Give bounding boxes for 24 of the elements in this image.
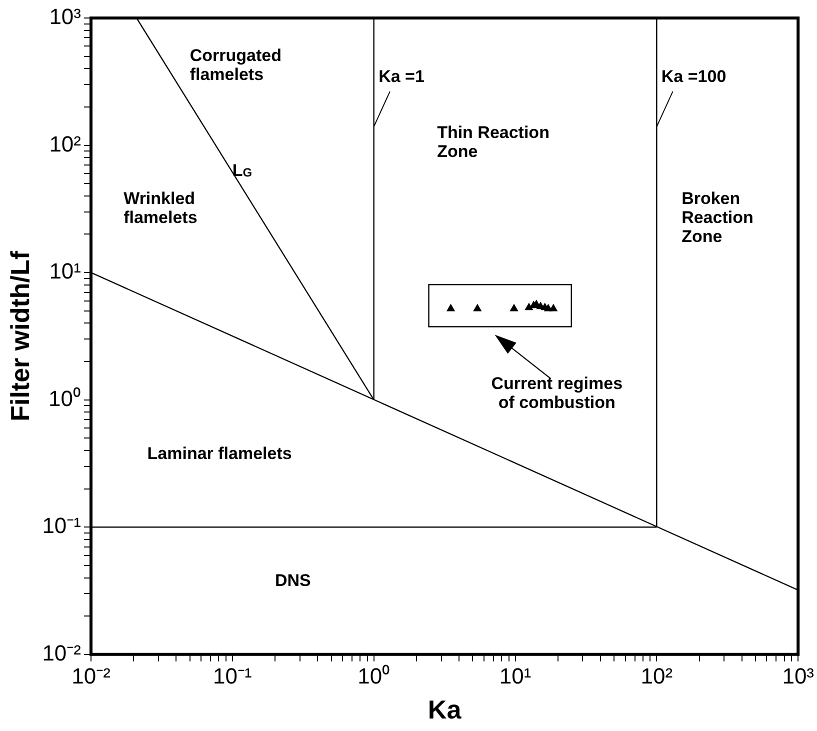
y-axis-title: Filter width/Lf — [4, 250, 35, 422]
series-label: Ka =1 — [378, 66, 424, 86]
y-tick-label: 10⁰ — [48, 386, 81, 411]
series-label: LG — [232, 160, 252, 180]
x-tick-label: 10⁻¹ — [213, 664, 252, 689]
y-tick-label: 10² — [49, 131, 81, 156]
annotation: Broken Reaction Zone — [682, 189, 754, 246]
x-tick-label: 10² — [640, 664, 673, 689]
y-tick-label: 10⁻¹ — [42, 513, 81, 538]
annotation: Current regimes of combustion — [490, 374, 624, 412]
annotation: Wrinkled flamelets — [124, 189, 198, 228]
x-tick-label: 10⁰ — [358, 664, 390, 689]
x-axis-title: Ka — [428, 694, 462, 725]
series-label: Ka =100 — [661, 66, 726, 86]
annotation: Corrugated flamelets — [190, 46, 282, 84]
x-tick-label: 10³ — [782, 664, 814, 689]
annotation: Thin Reaction Zone — [437, 122, 550, 161]
annotation: Laminar flamelets — [147, 444, 293, 463]
x-tick-label: 10⁻² — [72, 664, 110, 689]
y-tick-label: 10⁻² — [42, 640, 81, 666]
y-tick-label: 10³ — [49, 4, 81, 30]
y-tick-label: 10¹ — [49, 258, 81, 284]
x-tick-label: 10¹ — [499, 664, 532, 689]
annotation: DNS — [274, 571, 312, 590]
